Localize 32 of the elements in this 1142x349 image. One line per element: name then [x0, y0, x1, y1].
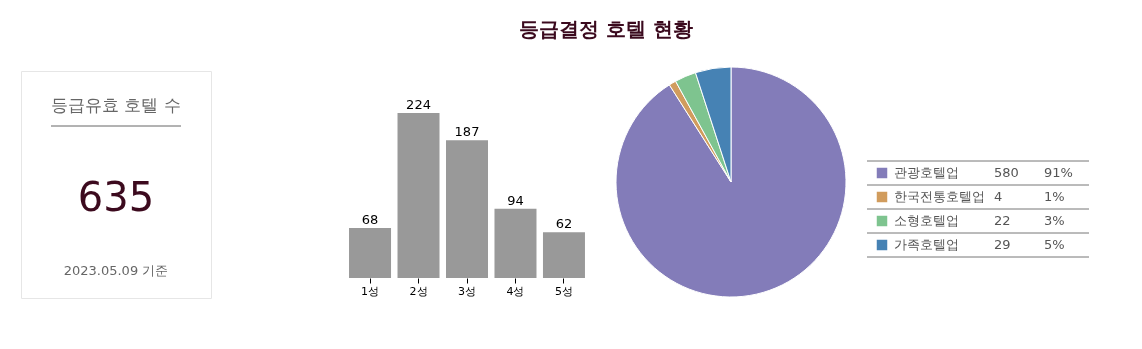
text: 29	[994, 237, 1011, 252]
data-label: 68	[361, 211, 379, 227]
text: 4	[994, 189, 1003, 204]
x-tick-label: 4성	[506, 284, 525, 298]
bar	[349, 227, 392, 278]
data-label: 94	[507, 192, 524, 208]
text: 580	[994, 165, 1019, 180]
bar	[446, 140, 488, 278]
data-label: 1%	[1044, 189, 1065, 204]
bar	[542, 232, 585, 278]
legend-label: 가족호텔업	[894, 237, 959, 252]
legend-label: 한국전통호텔업	[894, 189, 985, 204]
x-tick-label: 5성	[554, 284, 573, 298]
data-label: 91%	[1044, 165, 1073, 180]
data-label: 62	[555, 216, 573, 232]
data-label: 635	[77, 174, 155, 220]
bar	[397, 113, 440, 278]
data-label: 224	[406, 97, 431, 112]
text: 등급유효 호텔 수	[51, 95, 181, 115]
chart-title: 등급결정 호텔 현황	[519, 17, 694, 41]
pie-slice	[615, 66, 847, 298]
text: 22	[994, 213, 1011, 228]
x-tick-label: 2성	[409, 284, 428, 298]
text: 2023.05.09 기준	[63, 263, 169, 278]
data-label: 187	[454, 124, 480, 140]
data-label: 3%	[1044, 213, 1065, 228]
x-tick-label: 1성	[361, 284, 380, 298]
bar	[494, 208, 537, 278]
x-tick-label: 3성	[458, 284, 476, 298]
legend-label: 관광호텔업	[894, 165, 959, 180]
data-label: 5%	[1044, 237, 1065, 252]
legend-label: 소형호텔업	[894, 213, 959, 228]
